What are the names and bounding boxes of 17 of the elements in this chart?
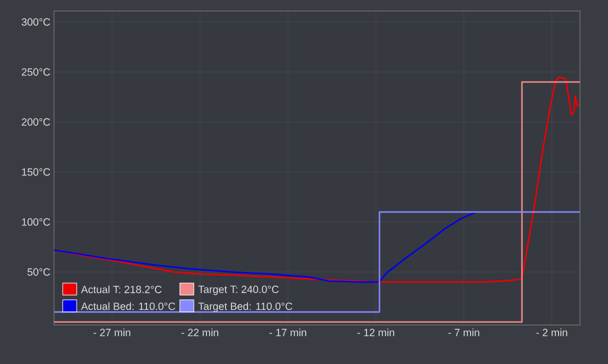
- legend-label: Actual Bed: 110.0°C: [81, 302, 176, 310]
- line-series: [54, 211, 477, 283]
- x-tick-label: - 7 min: [448, 328, 480, 336]
- legend-label: Target Bed: 110.0°C: [198, 302, 292, 312]
- y-tick-label: 200°C: [22, 118, 50, 126]
- y-tick-label: 150°C: [22, 168, 50, 176]
- x-tick-label: - 27 min: [94, 328, 130, 336]
- x-tick-label: - 2 min: [536, 328, 568, 336]
- x-tick-label: - 17 min: [270, 328, 306, 336]
- x-tick-label: - 22 min: [182, 328, 218, 336]
- legend-label: Target T: 240.0°C: [198, 286, 279, 296]
- y-tick-label: 250°C: [22, 68, 50, 76]
- y-tick-label: 50°C: [28, 268, 50, 276]
- y-tick-label: 300°C: [22, 18, 50, 26]
- legend-label: Actual T: 218.2°C: [81, 286, 162, 294]
- y-tick-label: 100°C: [22, 218, 50, 226]
- x-tick-label: - 12 min: [358, 328, 394, 336]
